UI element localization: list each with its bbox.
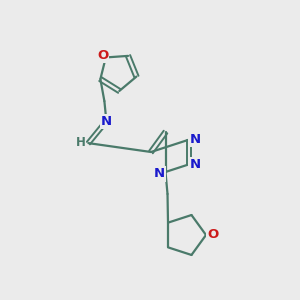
Text: N: N — [189, 158, 201, 171]
Text: N: N — [101, 115, 112, 128]
Text: N: N — [189, 133, 201, 146]
Text: O: O — [97, 49, 108, 62]
Text: O: O — [207, 229, 219, 242]
Text: H: H — [75, 136, 85, 148]
Text: N: N — [154, 167, 165, 181]
